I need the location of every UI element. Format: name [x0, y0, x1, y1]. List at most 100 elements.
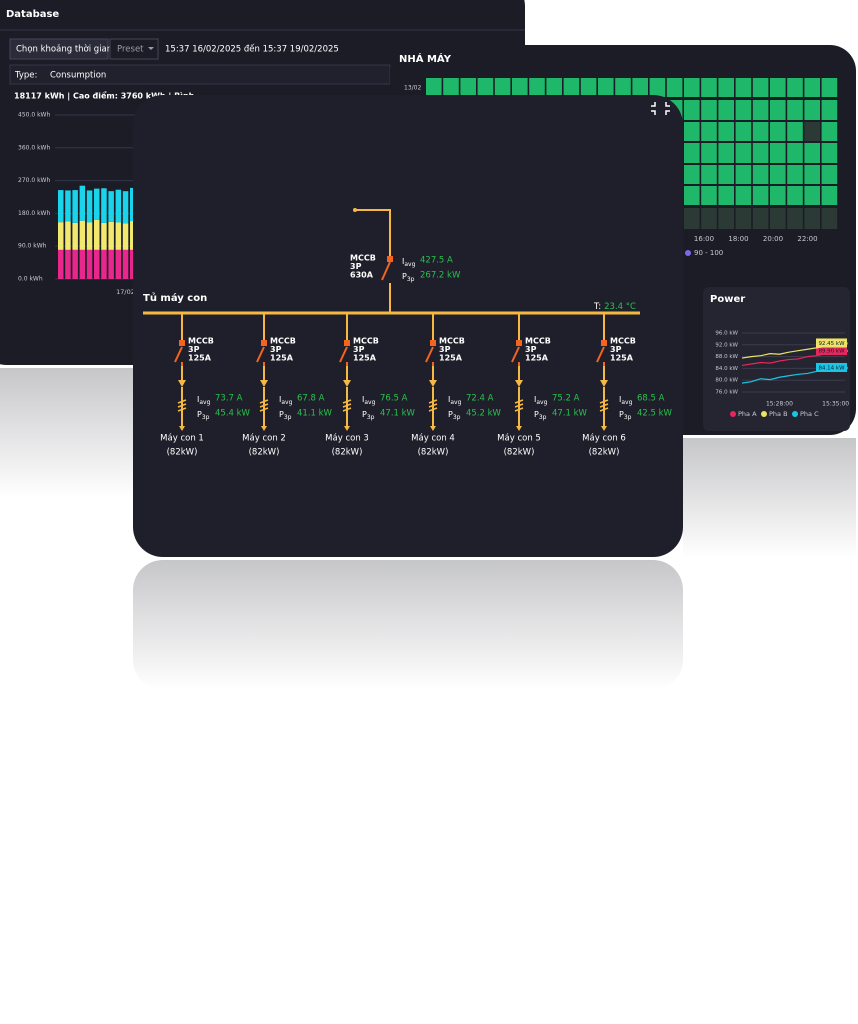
heatmap-cell: [735, 165, 752, 184]
power-value: 45.2 kW: [466, 409, 502, 419]
bar-segment: [72, 190, 78, 223]
preset-select[interactable]: [109, 38, 159, 60]
current-label: Iavg: [362, 395, 376, 406]
current-value: 72.4 A: [466, 394, 494, 404]
arrow: [260, 380, 268, 387]
summary: 18117 kWh | Cao điểm: 3760 kWh | Bình: [14, 90, 195, 101]
load-rating: (82kW): [332, 448, 363, 458]
heatmap-cell: [770, 165, 786, 184]
breaker-label: 125A: [439, 354, 463, 363]
heatmap-cell: [804, 143, 820, 163]
heatmap-cell: [512, 78, 528, 97]
main-feed: [355, 209, 391, 313]
power-label: P3p: [402, 272, 415, 283]
bar-segment: [65, 190, 71, 222]
heatmap-cell: [684, 165, 700, 184]
heatmap-cell: [787, 186, 803, 205]
current-symbol: I: [197, 395, 199, 404]
current-symbol: I: [402, 257, 404, 266]
exit-fullscreen-icon[interactable]: [651, 102, 670, 115]
heatmap-cell: [770, 186, 786, 205]
feeder-switch: [425, 346, 434, 366]
bar-segment: [65, 221, 71, 250]
current-value: 75.2 A: [552, 394, 580, 404]
breaker-label: 3P: [350, 262, 362, 271]
feeder-switch: [256, 346, 265, 366]
heatmap-cell: [804, 78, 820, 97]
power-subscript: 3p: [407, 276, 415, 283]
temperature-label: T:: [593, 302, 601, 312]
heatmap-cell: [770, 122, 786, 141]
panel-title: Database: [6, 9, 59, 20]
power-subscript: 3p: [202, 414, 210, 421]
power-value: 45.4 kW: [215, 409, 251, 419]
heatmap-cell: [804, 122, 820, 141]
ct-symbol: [514, 399, 524, 412]
heatmap-cell: [494, 78, 511, 97]
bar-segment: [79, 249, 86, 279]
load-name: Máy con 2: [242, 434, 286, 444]
heatmap-cell: [735, 78, 752, 97]
current-subscript: avg: [199, 399, 210, 406]
power-label: P3p: [448, 410, 461, 421]
main-switch: [381, 261, 391, 281]
temperature-value: 23.4 °C: [604, 302, 636, 312]
heatmap-cell: [787, 78, 803, 97]
x-tick-label: 15:35:00: [822, 401, 849, 408]
current-label: Iavg: [448, 395, 462, 406]
arrow: [515, 380, 523, 387]
legend-dot: [730, 411, 736, 417]
feeder-switch: [174, 346, 183, 366]
switch-contact: [344, 340, 350, 346]
heatmap-cell: [752, 165, 769, 184]
breaker-label: MCCB: [353, 337, 379, 346]
heatmap-cell: [770, 78, 786, 97]
value-label-box: [816, 362, 847, 372]
power-subscript: 3p: [453, 414, 461, 421]
bar-segment: [122, 249, 129, 279]
heatmap-cell: [684, 122, 700, 141]
current-subscript: avg: [364, 399, 375, 406]
heatmap-cell: [580, 78, 597, 97]
power-value: 47.1 kW: [380, 409, 416, 419]
x-tick-label: 18:00: [728, 235, 748, 243]
range-text: 15:37 16/02/2025 đến 15:37 19/02/2025: [165, 44, 339, 55]
y-tick-label: 84.0 kW: [715, 366, 738, 372]
heatmap-cell: [735, 122, 752, 141]
bar-segment: [122, 191, 129, 224]
power-card: [703, 287, 850, 431]
heatmap-cell: [426, 78, 442, 97]
y-tick-label: 360.0 kWh: [18, 144, 50, 151]
reflection: [683, 438, 856, 558]
heatmap-cell: [443, 78, 459, 97]
load-rating: (82kW): [167, 448, 198, 458]
power-label: P3p: [279, 410, 292, 421]
bar-segment: [58, 222, 64, 250]
bar-segment: [115, 189, 122, 223]
breaker-label: MCCB: [270, 337, 296, 346]
current-value: 76.5 A: [380, 394, 408, 404]
x-tick-label: 20:00: [763, 235, 783, 243]
heatmap-cell: [752, 100, 769, 120]
load-name: Máy con 6: [582, 434, 626, 444]
heatmap-cell: [787, 208, 803, 229]
current-symbol: I: [448, 395, 450, 404]
range-button[interactable]: [9, 38, 109, 60]
heatmap-cell: [752, 186, 769, 205]
x-tick-label: 17/02: [116, 288, 135, 296]
arrow: [178, 380, 186, 387]
heatmap-cell: [735, 100, 752, 120]
bar-segment: [115, 249, 122, 279]
current-symbol: I: [279, 395, 281, 404]
heatmap-cell: [821, 208, 838, 229]
heatmap-cell: [821, 78, 838, 97]
switch-contact: [179, 340, 185, 346]
x-tick-label: 15:28:00: [766, 401, 793, 408]
breaker-label: MCCB: [188, 337, 214, 346]
heatmap-cell: [701, 78, 717, 97]
switch-contact: [430, 340, 436, 346]
load-rating: (82kW): [504, 448, 535, 458]
heatmap-cell: [752, 122, 769, 141]
bar-segment: [86, 190, 93, 223]
dropdown-caret: [148, 47, 154, 50]
